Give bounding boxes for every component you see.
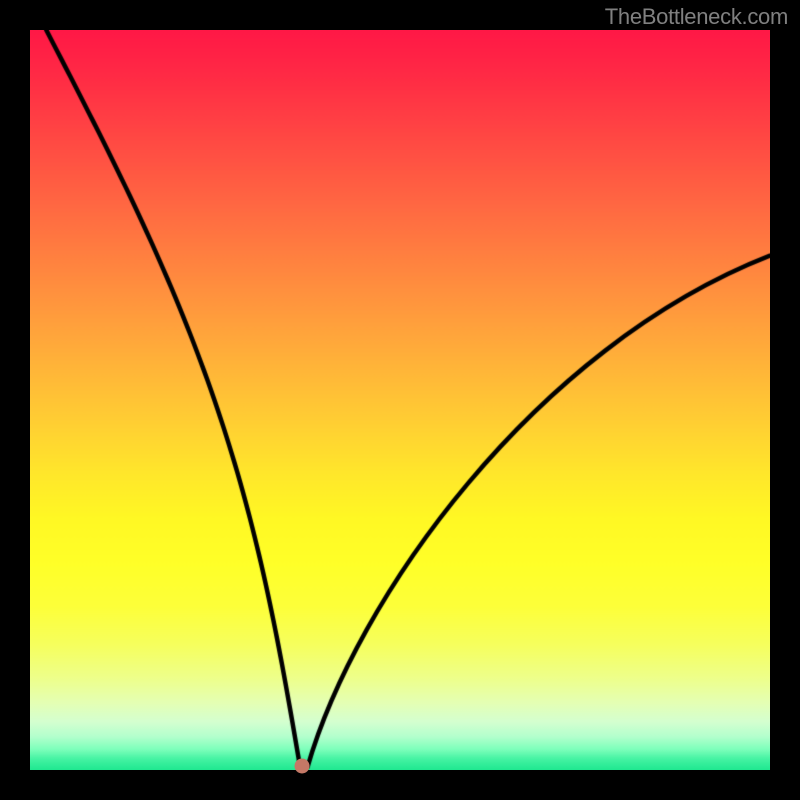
- optimum-marker: [295, 758, 310, 773]
- watermark-text: TheBottleneck.com: [605, 4, 788, 30]
- plot-area: [30, 30, 770, 770]
- bottleneck-curve: [30, 30, 770, 770]
